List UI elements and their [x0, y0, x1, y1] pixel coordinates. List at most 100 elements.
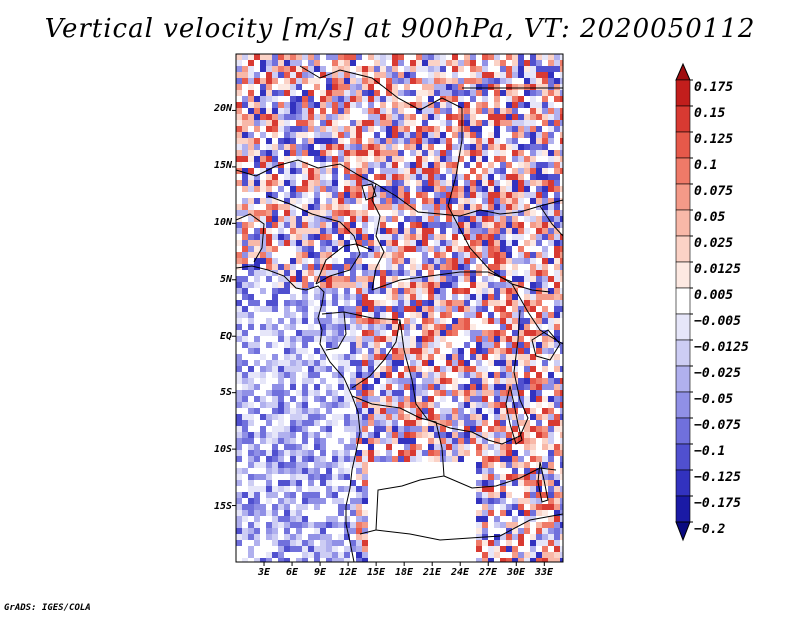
field-cell	[446, 156, 452, 162]
field-cell	[506, 276, 512, 282]
field-cell	[356, 504, 362, 510]
field-cell	[254, 168, 260, 174]
field-cell	[248, 96, 254, 102]
field-cell	[356, 114, 362, 120]
field-cell	[326, 504, 332, 510]
field-cell	[326, 96, 332, 102]
field-cell	[452, 138, 458, 144]
field-cell	[398, 384, 404, 390]
lake-malawi	[537, 461, 549, 503]
field-cell	[488, 252, 494, 258]
field-cell	[314, 156, 320, 162]
field-cell	[470, 462, 476, 468]
field-cell	[452, 246, 458, 252]
field-cell	[386, 222, 392, 228]
field-cell	[470, 390, 476, 396]
field-cell	[470, 354, 476, 360]
field-cell	[308, 180, 314, 186]
field-cell	[542, 306, 548, 312]
field-cell	[440, 192, 446, 198]
field-cell	[464, 150, 470, 156]
field-cell	[464, 336, 470, 342]
field-cell	[428, 462, 434, 468]
field-cell	[476, 486, 482, 492]
field-cell	[422, 270, 428, 276]
field-cell	[422, 126, 428, 132]
field-cell	[446, 90, 452, 96]
field-cell	[554, 72, 560, 78]
field-cell	[518, 468, 524, 474]
field-cell	[416, 276, 422, 282]
border-zambia	[443, 467, 557, 489]
field-cell	[374, 288, 380, 294]
field-cell	[362, 432, 368, 438]
field-cell	[266, 198, 272, 204]
field-cell	[536, 150, 542, 156]
field-cell	[386, 270, 392, 276]
field-cell	[290, 84, 296, 90]
field-cell	[326, 126, 332, 132]
field-cell	[374, 366, 380, 372]
field-cell	[302, 132, 308, 138]
field-cell	[338, 54, 344, 60]
field-cell	[482, 510, 488, 516]
field-cell	[440, 282, 446, 288]
field-cell	[494, 144, 500, 150]
field-cell	[512, 234, 518, 240]
field-cell	[266, 318, 272, 324]
field-cell	[488, 336, 494, 342]
field-cell	[344, 192, 350, 198]
field-cell	[446, 540, 452, 546]
field-cell	[296, 360, 302, 366]
field-cell	[350, 540, 356, 546]
field-cell	[314, 360, 320, 366]
field-cell	[494, 384, 500, 390]
field-cell	[332, 408, 338, 414]
field-cell	[314, 372, 320, 378]
field-cell	[464, 138, 470, 144]
field-cell	[368, 516, 374, 522]
field-cell	[290, 426, 296, 432]
lon-tick-label: 24E	[450, 567, 470, 578]
field-cell	[308, 168, 314, 174]
field-cell	[320, 72, 326, 78]
field-cell	[470, 60, 476, 66]
field-cell	[344, 144, 350, 150]
field-cell	[278, 174, 284, 180]
field-cell	[296, 216, 302, 222]
field-cell	[284, 300, 290, 306]
field-cell	[326, 132, 332, 138]
field-cell	[482, 72, 488, 78]
field-cell	[248, 516, 254, 522]
field-cell	[476, 60, 482, 66]
field-cell	[338, 462, 344, 468]
field-cell	[482, 444, 488, 450]
field-cell	[554, 390, 560, 396]
field-cell	[344, 186, 350, 192]
field-cell	[524, 474, 530, 480]
field-cell	[470, 102, 476, 108]
colorbar-swatch	[675, 235, 691, 263]
field-cell	[518, 456, 524, 462]
field-cell	[488, 516, 494, 522]
field-cell	[470, 264, 476, 270]
field-cell	[470, 300, 476, 306]
field-cell	[326, 252, 332, 258]
field-cell	[320, 546, 326, 552]
field-cell	[248, 114, 254, 120]
field-cell	[428, 438, 434, 444]
field-cell	[482, 384, 488, 390]
field-cell	[452, 372, 458, 378]
field-cell	[356, 234, 362, 240]
field-cell	[278, 84, 284, 90]
field-cell	[422, 120, 428, 126]
field-cell	[560, 126, 563, 132]
colorbar-top-arrow	[675, 62, 691, 81]
field-cell	[278, 486, 284, 492]
field-cell	[368, 540, 374, 546]
field-cell	[542, 162, 548, 168]
field-cell	[446, 438, 452, 444]
field-cell	[500, 324, 506, 330]
field-cell	[368, 552, 374, 558]
field-cell	[524, 414, 530, 420]
